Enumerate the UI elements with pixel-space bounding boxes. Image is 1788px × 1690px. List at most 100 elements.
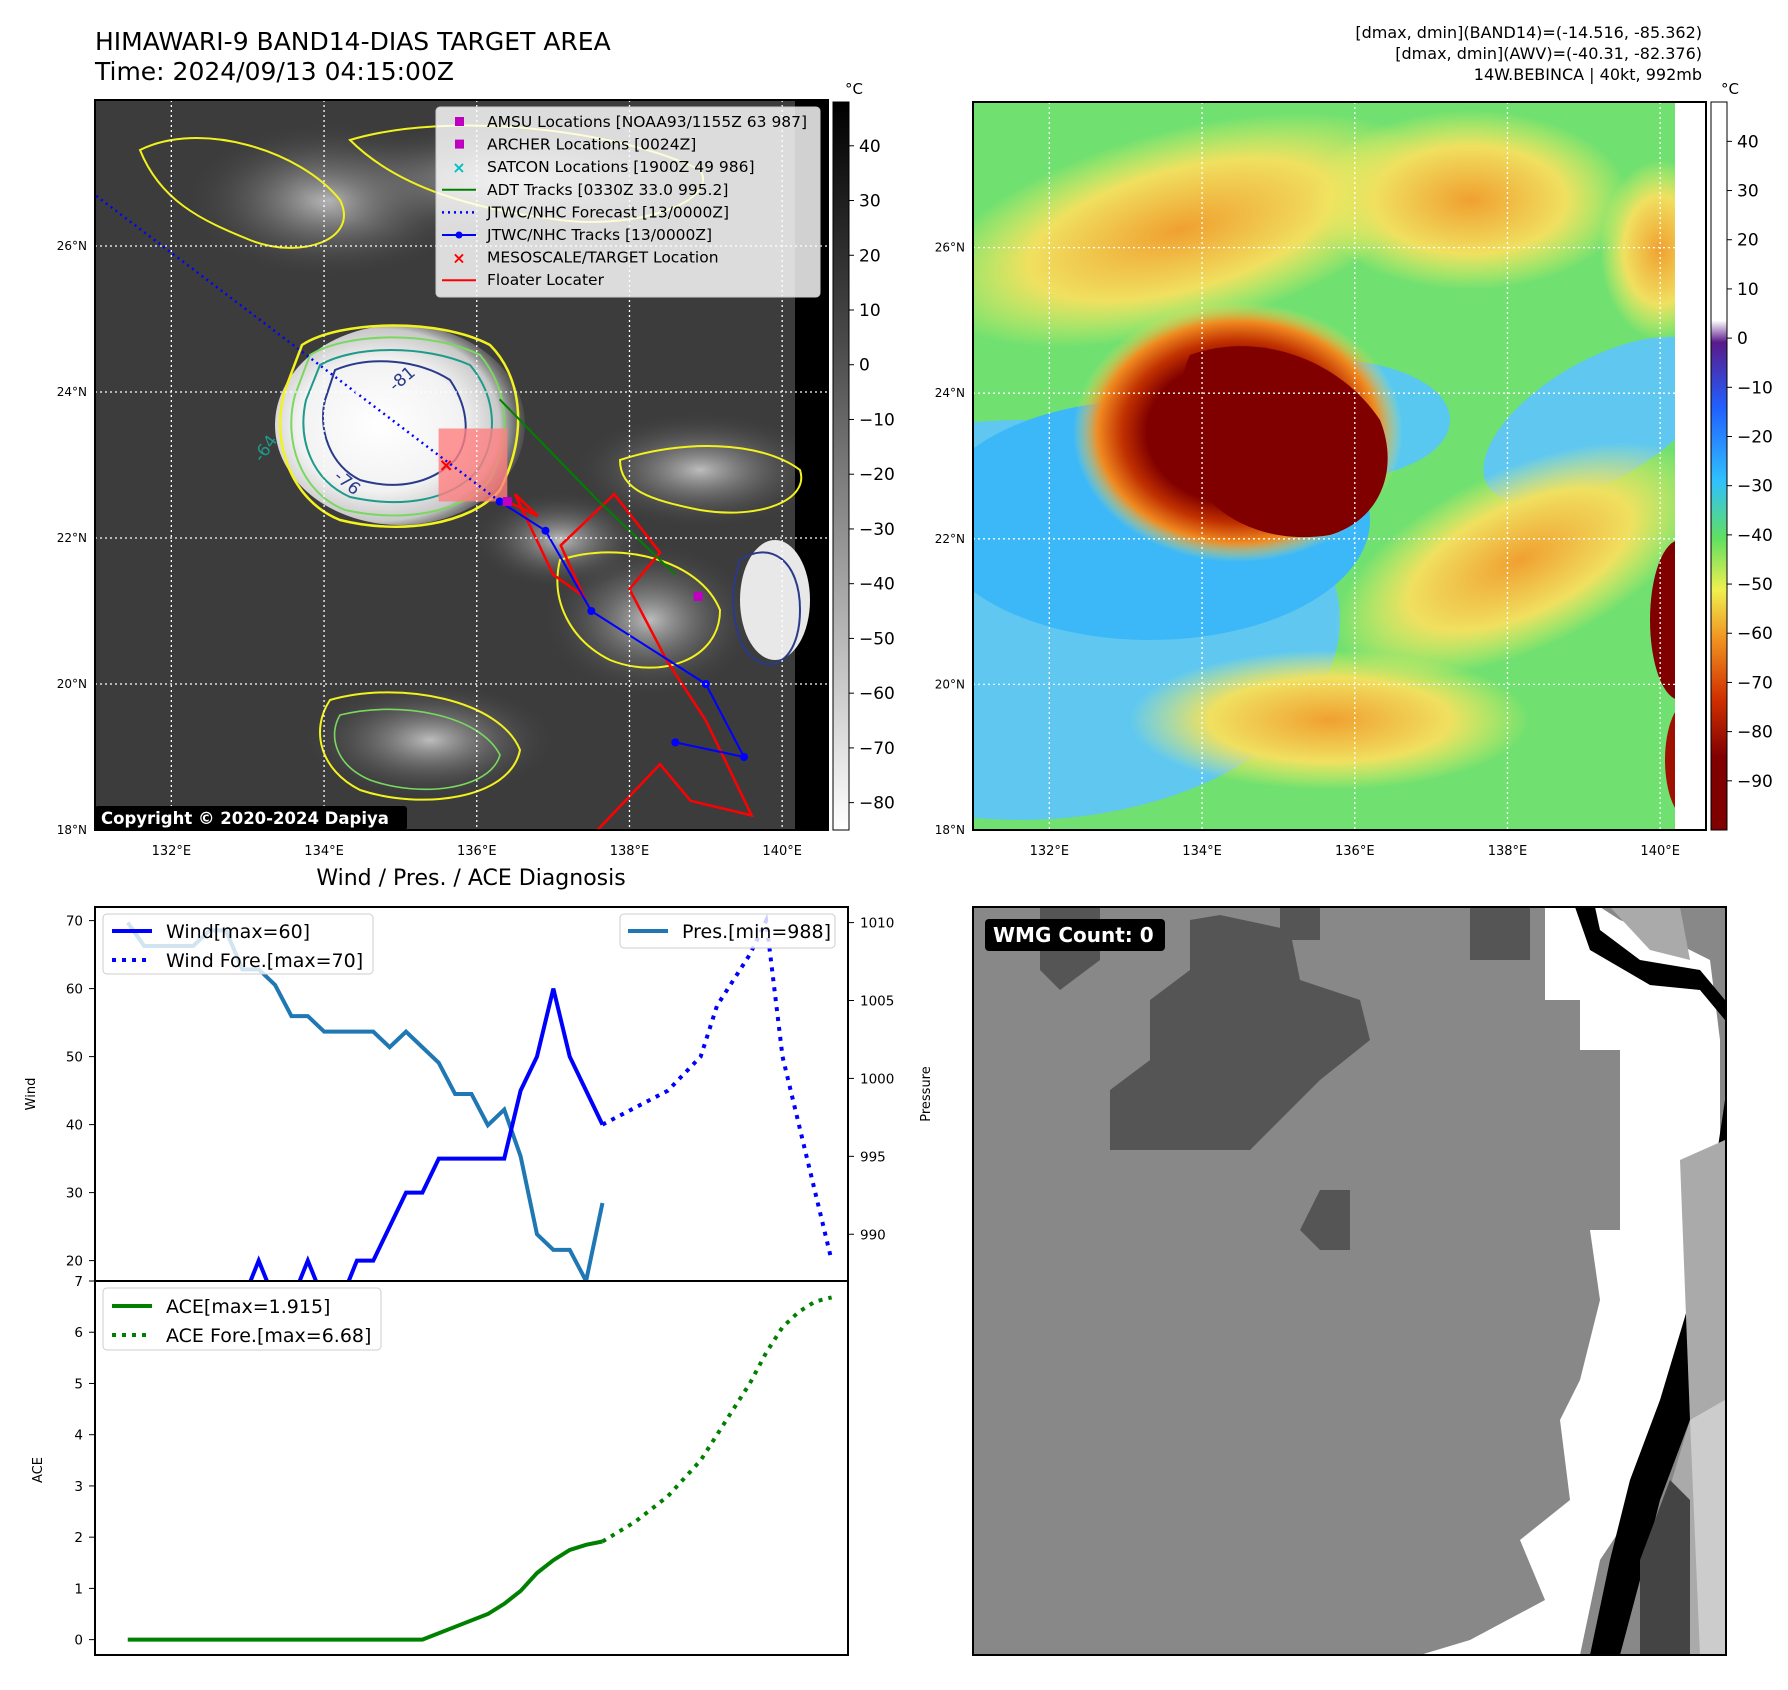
colorbar-tick-label: −10 [859, 410, 895, 430]
lon-tick-label: 136°E [457, 844, 497, 859]
ytick-label: 1005 [860, 994, 894, 1010]
colorbar-tick-label: −80 [859, 794, 895, 814]
colorbar-tick-label: −80 [1737, 723, 1773, 743]
ytick-label: 40 [66, 1118, 83, 1134]
legend-label: Floater Locater [487, 271, 605, 289]
ytick-label: 6 [74, 1325, 83, 1341]
colorbar-tick-label: 20 [859, 246, 881, 266]
colorbar-tick-label: −10 [1737, 378, 1773, 398]
colorbar-tick-label: 30 [1737, 182, 1759, 202]
track-point [671, 738, 680, 747]
copyright-badge: Copyright © 2020-2024 Dapiya [95, 806, 407, 830]
wind-forecast-series [601, 913, 834, 1262]
ytick-label: 995 [860, 1149, 886, 1165]
ace-yticks: 7 6 5 4 3 2 1 0 [74, 1274, 95, 1649]
lat-tick-label: 26°N [935, 241, 965, 255]
ace-forecast-series [601, 1295, 833, 1544]
wv-gridlines [973, 102, 1706, 830]
lon-tick-label: 140°E [1640, 844, 1680, 859]
lat-tick-label: 26°N [57, 239, 87, 253]
ytick-label: 990 [860, 1227, 886, 1243]
lat-tick-label: 22°N [935, 532, 965, 546]
diagnosis-panel: Wind / Pres. / ACE Diagnosis Wind Pressu… [24, 866, 934, 1656]
adt-track [498, 398, 676, 576]
colorbar-tick-label: −20 [1737, 427, 1773, 447]
colorbar-tick-label: −60 [1737, 624, 1773, 644]
ytick-label: 30 [66, 1186, 83, 1202]
diagnosis-title: Wind / Pres. / ACE Diagnosis [316, 866, 625, 891]
legend-label: MESOSCALE/TARGET Location [487, 249, 719, 267]
info-storm: 14W.BEBINCA | 40kt, 992mb [1474, 65, 1702, 84]
track-point [541, 526, 550, 535]
legend-pressure: Pres.[min=988] [682, 921, 831, 943]
lat-tick-label: 22°N [57, 531, 87, 545]
jtwc-forecast-track [95, 193, 501, 503]
jtwc-best-track [499, 500, 746, 759]
colorbar-tick-label: 0 [859, 356, 870, 376]
colorbar-tick-label: −70 [859, 739, 895, 759]
colorbar-tick-label: −50 [1737, 575, 1773, 595]
svg-text:×: × [452, 249, 465, 268]
legend-ace: ACE[max=1.915] [166, 1296, 330, 1318]
lon-tick-label: 134°E [1182, 844, 1222, 859]
wmg-panel: WMG Count: 0 [972, 906, 1727, 1656]
ytick-label: 70 [66, 914, 83, 930]
lat-tick-label: 20°N [57, 677, 87, 691]
ytick-label: 7 [74, 1274, 83, 1290]
figure-title: HIMAWARI-9 BAND14-DIAS TARGET AREA [95, 27, 611, 56]
info-awv: [dmax, dmin](AWV)=(-40.31, -82.376) [1395, 44, 1702, 63]
ir-panel: -81 -64 -76 × 132°E 134°E 136°E 138°E 140°E … [57, 80, 895, 859]
legend-symbol: × [452, 158, 465, 177]
legend-label: JTWC/NHC Forecast [13/0000Z] [486, 203, 729, 221]
wv-lat-labels: 26°N 24°N 22°N 20°N 18°N [935, 241, 965, 837]
wmg-frame [972, 906, 1727, 1656]
colorbar-tick-label: 10 [859, 301, 881, 321]
amsu-marker [693, 591, 703, 601]
track-point [587, 607, 596, 615]
lon-tick-label: 138°E [610, 844, 650, 859]
ytick-label: 4 [74, 1428, 83, 1444]
colorbar-tick-label: 40 [859, 137, 881, 157]
archer-marker [502, 497, 512, 506]
legend-ace-forecast: ACE Fore.[max=6.68] [166, 1325, 371, 1347]
colorbar-tick-label: −30 [859, 520, 895, 540]
colorbar-tick-label: 40 [1737, 132, 1759, 152]
lat-tick-label: 18°N [57, 823, 87, 837]
legend-label: AMSU Locations [NOAA93/1155Z 63 987] [487, 113, 807, 131]
wv-imagery [973, 102, 1706, 830]
lon-tick-label: 138°E [1488, 844, 1528, 859]
ytick-label: 1 [74, 1581, 83, 1597]
wind-yticks: 70 60 50 40 30 20 [66, 914, 95, 1270]
pressure-legend: Pres.[min=988] [619, 913, 836, 949]
legend-label: ARCHER Locations [0024Z] [487, 136, 696, 154]
lat-tick-label: 24°N [57, 385, 87, 399]
colorbar-tick-label: −70 [1737, 673, 1773, 693]
track-point [495, 497, 504, 506]
wv-colorbar-unit: °C [1721, 80, 1739, 98]
lon-tick-label: 140°E [762, 844, 802, 859]
target-location-marker: × [439, 455, 454, 476]
ytick-label: 1010 [860, 916, 894, 932]
colorbar-tick-label: 30 [859, 192, 881, 212]
ir-colorbar: °C 40 30 20 10 0 −10 −20 −30 −40 −50 −60 −70 −80 [832, 80, 895, 831]
info-band14: [dmax, dmin](BAND14)=(-14.516, -85.362) [1355, 23, 1702, 42]
floater-locater-track [506, 492, 754, 830]
colorbar-tick-label: −40 [859, 575, 895, 595]
wmg-count-badge: WMG Count: 0 [985, 919, 1165, 951]
colorbar-tick-label: 0 [1737, 329, 1748, 349]
lat-tick-label: 24°N [935, 386, 965, 400]
lon-tick-label: 132°E [152, 844, 192, 859]
legend-wind: Wind[max=60] [166, 921, 310, 943]
legend-symbol [455, 139, 464, 149]
legend-label: JTWC/NHC Tracks [13/0000Z] [486, 226, 712, 244]
ytick-label: 2 [74, 1530, 83, 1546]
colorbar-tick-label: 20 [1737, 231, 1759, 251]
lat-tick-label: 20°N [935, 677, 965, 691]
ytick-label: 60 [66, 982, 83, 998]
ytick-label: 20 [66, 1254, 83, 1270]
wind-series [248, 988, 605, 1281]
wv-colorbar: °C 40 30 20 10 0 −10 −20 −30 −40 −50 −60 −70 −80 −90 [1710, 80, 1773, 831]
wv-frame [972, 101, 1707, 831]
wind-ylabel: Wind [24, 1078, 39, 1111]
